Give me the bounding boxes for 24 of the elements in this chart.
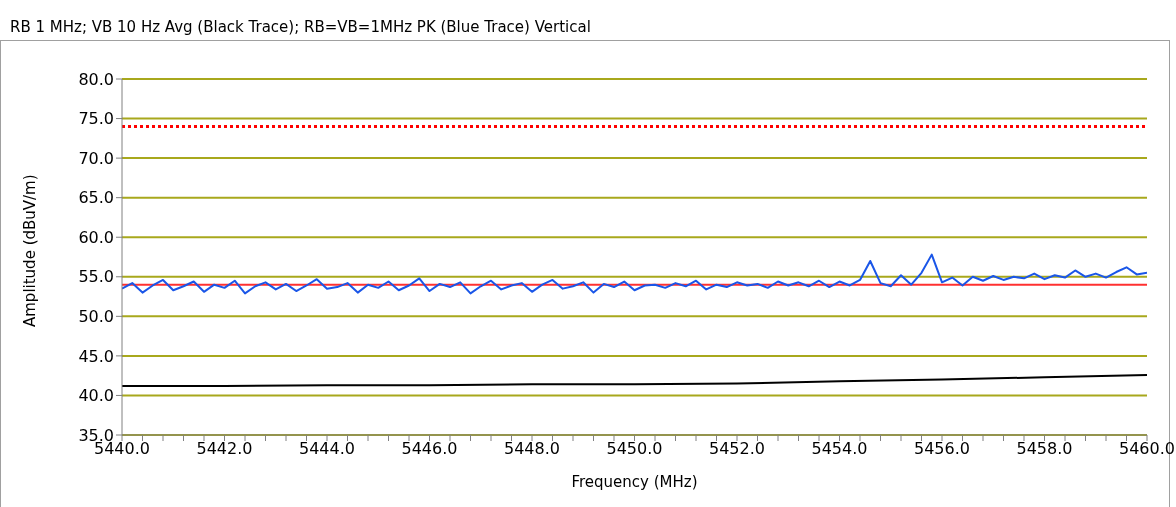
y-tick-label: 65.0 — [78, 188, 114, 208]
x-tick-label: 5444.0 — [299, 439, 355, 459]
y-tick-label: 75.0 — [78, 109, 114, 129]
x-tick-label: 5456.0 — [914, 439, 970, 459]
x-axis-title: Frequency (MHz) — [571, 473, 698, 491]
x-tick-label: 5450.0 — [606, 439, 663, 459]
y-tick-label: 40.0 — [78, 386, 114, 406]
y-tick-label: 45.0 — [78, 346, 114, 366]
y-tick-label: 50.0 — [78, 307, 114, 327]
x-tick-label: 5452.0 — [709, 439, 765, 459]
y-tick-label: 55.0 — [78, 267, 114, 287]
x-tick-label: 5458.0 — [1016, 439, 1073, 459]
y-tick-label: 60.0 — [78, 227, 114, 247]
x-tick-label: 5446.0 — [401, 439, 458, 459]
y-tick-label: 80.0 — [78, 69, 114, 89]
x-tick-label: 5460.0 — [1119, 439, 1175, 459]
line-series — [122, 373, 1147, 387]
y-axis-title: Amplitude (dBuV/m) — [21, 174, 40, 327]
x-tick-label: 5448.0 — [504, 439, 560, 459]
chart-title: RB 1 MHz; VB 10 Hz Avg (Black Trace); RB=VB=1MHz PK (Blue Trace) Vertical — [10, 18, 591, 36]
x-tick-label: 5442.0 — [196, 439, 253, 459]
y-tick-label: 70.0 — [78, 148, 114, 168]
x-tick-label: 5454.0 — [811, 439, 868, 459]
line-series — [122, 253, 1147, 295]
